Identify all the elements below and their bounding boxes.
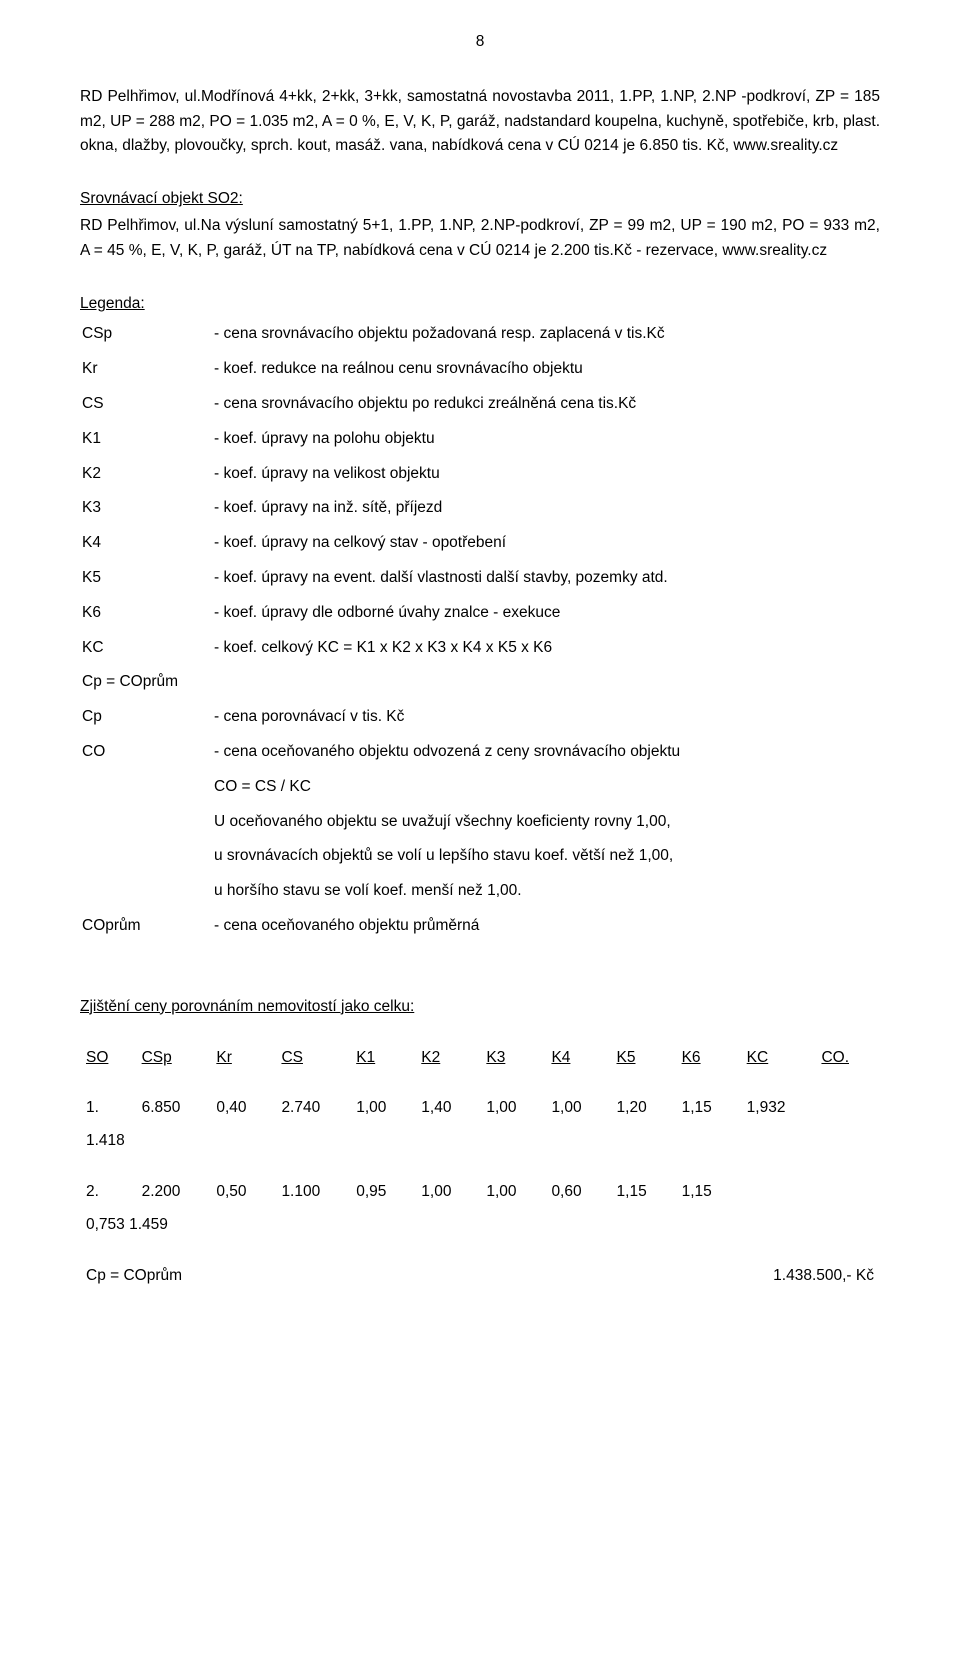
cmp-cell: 1,15 — [676, 1176, 741, 1209]
cmp-cell — [741, 1176, 816, 1209]
cmp-col-header: KC — [741, 1042, 816, 1075]
cmp-col-header: K6 — [676, 1042, 741, 1075]
cmp-cell: 1,00 — [480, 1092, 545, 1125]
legend-desc: - koef. úpravy dle odborné úvahy znalce … — [214, 597, 680, 630]
legend-desc: - koef. celkový KC = K1 x K2 x K3 x K4 x… — [214, 632, 680, 665]
cmp-cell — [815, 1092, 880, 1125]
comparison-heading: Zjištění ceny porovnáním nemovitostí jak… — [80, 995, 880, 1020]
cmp-cell: 6.850 — [136, 1092, 211, 1125]
legend-key: K3 — [82, 492, 212, 525]
legend-key: CSp — [82, 318, 212, 351]
legend-key: Cp = COprům — [82, 666, 212, 699]
so2-heading: Srovnávací objekt SO2: — [80, 187, 880, 212]
cmp-cell: 1,00 — [480, 1176, 545, 1209]
cmp-col-header: CO. — [815, 1042, 880, 1075]
legend-key: Kr — [82, 353, 212, 386]
cmp-cell: 0,50 — [210, 1176, 275, 1209]
legend-co-extra: u horšího stavu se volí koef. menší než … — [214, 875, 680, 908]
legend-key: CO — [82, 736, 212, 769]
cmp-col-header: CSp — [136, 1042, 211, 1075]
cmp-cell: 2. — [80, 1176, 136, 1209]
legend-desc: - cena porovnávací v tis. Kč — [214, 701, 680, 734]
cmp-col-header: K4 — [545, 1042, 610, 1075]
so1-paragraph: RD Pelhřimov, ul.Modřínová 4+kk, 2+kk, 3… — [80, 85, 880, 159]
cmp-subrow: 1.418 — [80, 1125, 880, 1158]
legend-desc: - koef. úpravy na inž. sítě, příjezd — [214, 492, 680, 525]
comparison-table: SOCSpKrCSK1K2K3K4K5K6KCCO. 1.6.8500,402.… — [80, 1042, 880, 1293]
legend-desc: - koef. úpravy na celkový stav - opotřeb… — [214, 527, 680, 560]
cmp-cell: 1.100 — [275, 1176, 350, 1209]
legend-desc: - cena oceňovaného objektu odvozená z ce… — [214, 736, 680, 769]
cmp-col-header: Kr — [210, 1042, 275, 1075]
cmp-cell: 2.200 — [136, 1176, 211, 1209]
cmp-col-header: CS — [275, 1042, 350, 1075]
legend-key: K5 — [82, 562, 212, 595]
legend-key: KC — [82, 632, 212, 665]
cmp-cell: 1,00 — [545, 1092, 610, 1125]
legend-key: K2 — [82, 458, 212, 491]
cmp-col-header: K5 — [611, 1042, 676, 1075]
legend-co-extra: U oceňovaného objektu se uvažují všechny… — [214, 806, 680, 839]
legend-key: K4 — [82, 527, 212, 560]
legend-desc: - koef. úpravy na velikost objektu — [214, 458, 680, 491]
cmp-cell: 1,40 — [415, 1092, 480, 1125]
final-right: 1.438.500,- Kč — [480, 1260, 880, 1293]
legend-heading: Legenda: — [80, 292, 880, 317]
legend-desc: - koef. úpravy na event. další vlastnost… — [214, 562, 680, 595]
cmp-cell: 1. — [80, 1092, 136, 1125]
legend-key: CS — [82, 388, 212, 421]
cmp-col-header: SO — [80, 1042, 136, 1075]
cmp-cell: 1,00 — [350, 1092, 415, 1125]
cmp-subrow: 0,753 1.459 — [80, 1209, 880, 1242]
legend-key: K1 — [82, 423, 212, 456]
cmp-col-header: K2 — [415, 1042, 480, 1075]
legend-desc: - koef. úpravy na polohu objektu — [214, 423, 680, 456]
legend-desc: - koef. redukce na reálnou cenu srovnáva… — [214, 353, 680, 386]
cmp-col-header: K1 — [350, 1042, 415, 1075]
cmp-cell: 1,20 — [611, 1092, 676, 1125]
cmp-cell — [815, 1176, 880, 1209]
page-number: 8 — [80, 30, 880, 55]
legend-key: COprům — [82, 910, 212, 943]
cmp-cell: 2.740 — [275, 1092, 350, 1125]
legend-desc: - cena oceňovaného objektu průměrná — [214, 910, 680, 943]
legend-desc: - cena srovnávacího objektu požadovaná r… — [214, 318, 680, 351]
so2-paragraph: RD Pelhřimov, ul.Na výsluní samostatný 5… — [80, 214, 880, 264]
legend-co-extra: u srovnávacích objektů se volí u lepšího… — [214, 840, 680, 873]
legend-key: K6 — [82, 597, 212, 630]
cmp-cell: 1,15 — [676, 1092, 741, 1125]
cmp-cell: 0,95 — [350, 1176, 415, 1209]
final-left: Cp = COprům — [80, 1260, 480, 1293]
cmp-cell: 0,40 — [210, 1092, 275, 1125]
legend-key: Cp — [82, 701, 212, 734]
legend-desc — [214, 666, 680, 699]
cmp-cell: 1,00 — [415, 1176, 480, 1209]
cmp-cell: 1,15 — [611, 1176, 676, 1209]
cmp-cell: 0,60 — [545, 1176, 610, 1209]
cmp-cell: 1,932 — [741, 1092, 816, 1125]
legend-desc: - cena srovnávacího objektu po redukci z… — [214, 388, 680, 421]
legend-table: CSp- cena srovnávacího objektu požadovan… — [80, 316, 682, 944]
legend-co-extra: CO = CS / KC — [214, 771, 680, 804]
cmp-col-header: K3 — [480, 1042, 545, 1075]
